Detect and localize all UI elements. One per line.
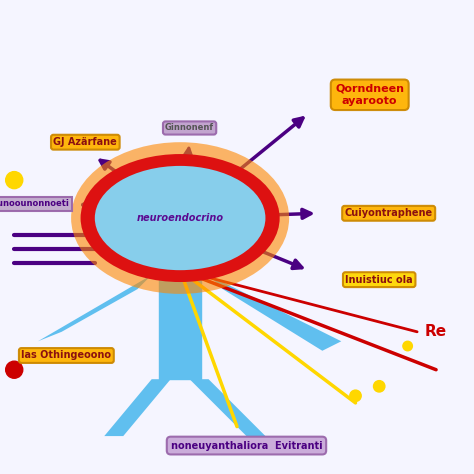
Ellipse shape xyxy=(81,154,280,282)
Text: Cuiyontraphene: Cuiyontraphene xyxy=(345,208,433,219)
Text: noneuyanthaliora  Evitranti: noneuyanthaliora Evitranti xyxy=(171,440,322,451)
Text: Inuistiuc ola: Inuistiuc ola xyxy=(346,274,413,285)
Text: Ginnonenf: Ginnonenf xyxy=(165,124,214,132)
Text: Θlunoounonnoeti: Θlunoounonnoeti xyxy=(0,200,69,208)
Circle shape xyxy=(6,172,23,189)
Circle shape xyxy=(350,390,361,401)
Text: neuroendocrino: neuroendocrino xyxy=(137,213,224,223)
Polygon shape xyxy=(209,275,341,351)
Polygon shape xyxy=(190,379,265,436)
Polygon shape xyxy=(104,379,171,436)
Ellipse shape xyxy=(95,166,265,270)
Circle shape xyxy=(6,361,23,378)
Polygon shape xyxy=(133,251,228,270)
Text: GJ Azärfane: GJ Azärfane xyxy=(54,137,117,147)
Circle shape xyxy=(403,341,412,351)
Circle shape xyxy=(374,381,385,392)
Text: las Othingeoono: las Othingeoono xyxy=(21,350,111,361)
Polygon shape xyxy=(38,275,152,341)
Text: Qorndneen
ayarooto: Qorndneen ayarooto xyxy=(335,84,404,106)
Text: Re: Re xyxy=(425,324,447,339)
Ellipse shape xyxy=(71,142,289,294)
